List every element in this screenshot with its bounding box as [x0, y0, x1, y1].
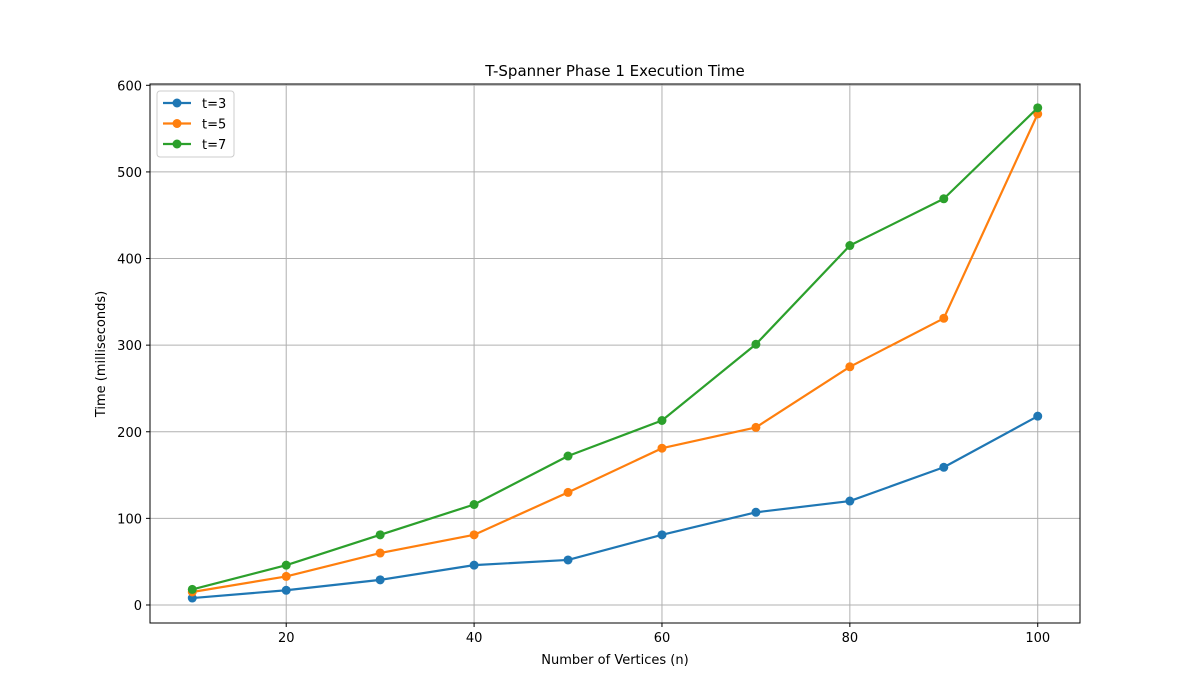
- data-point: [1033, 103, 1043, 113]
- data-point: [281, 571, 291, 581]
- series-t=3: [187, 411, 1043, 603]
- series-t=7: [187, 103, 1043, 594]
- data-point: [375, 575, 385, 585]
- data-point: [563, 451, 573, 461]
- y-tick-label: 300: [117, 339, 142, 354]
- data-point: [845, 241, 855, 251]
- y-tick-label: 100: [117, 512, 142, 527]
- data-point: [939, 313, 949, 323]
- data-point: [187, 584, 197, 594]
- legend-marker: [172, 98, 182, 108]
- data-point: [563, 487, 573, 497]
- data-point: [281, 585, 291, 595]
- data-point: [469, 530, 479, 540]
- data-point: [751, 339, 761, 349]
- data-point: [469, 500, 479, 510]
- data-point: [845, 362, 855, 372]
- x-axis-label: Number of Vertices (n): [541, 653, 688, 668]
- legend-entry: t=5: [163, 118, 226, 133]
- data-point: [375, 548, 385, 558]
- x-tick-label: 100: [1025, 631, 1050, 646]
- legend-marker: [172, 119, 182, 128]
- chart-title: T-Spanner Phase 1 Execution Time: [484, 62, 745, 80]
- data-point: [1033, 411, 1043, 421]
- series-line: [191, 112, 1039, 594]
- series-line: [191, 415, 1039, 600]
- y-tick-label: 0: [134, 599, 142, 614]
- data-point: [469, 560, 479, 570]
- axis-ticks: 20 40 60 80 100 0 100 200 300 400 500 600: [117, 79, 1050, 646]
- y-tick-label: 400: [117, 253, 142, 268]
- legend-marker: [172, 139, 182, 149]
- data-point: [657, 443, 667, 453]
- x-tick-label: 60: [654, 631, 671, 646]
- legend-entry: t=7: [163, 138, 226, 153]
- data-point: [375, 530, 385, 540]
- series-group: [187, 103, 1043, 603]
- legend-entry: t=3: [163, 97, 226, 112]
- legend-label: t=7: [202, 138, 226, 153]
- legend-label: t=3: [202, 97, 226, 112]
- y-tick-label: 600: [117, 79, 142, 94]
- data-point: [751, 422, 761, 432]
- y-axis-label: Time (milliseconds): [94, 291, 109, 418]
- x-tick-label: 40: [466, 631, 483, 646]
- data-point: [939, 462, 949, 472]
- grid: [150, 84, 1080, 623]
- axes-frame: [149, 83, 1081, 624]
- data-point: [563, 555, 573, 565]
- data-point: [845, 496, 855, 506]
- legend-label: t=5: [202, 118, 226, 133]
- data-point: [751, 507, 761, 517]
- series-line: [191, 106, 1039, 591]
- x-tick-label: 20: [278, 631, 295, 646]
- data-point: [657, 530, 667, 540]
- y-tick-label: 500: [117, 166, 142, 181]
- data-point: [281, 560, 291, 570]
- legend: t=3 t=5 t=7: [156, 90, 235, 158]
- x-tick-label: 80: [842, 631, 859, 646]
- y-tick-label: 200: [117, 426, 142, 441]
- data-point: [657, 415, 667, 425]
- data-point: [939, 194, 949, 204]
